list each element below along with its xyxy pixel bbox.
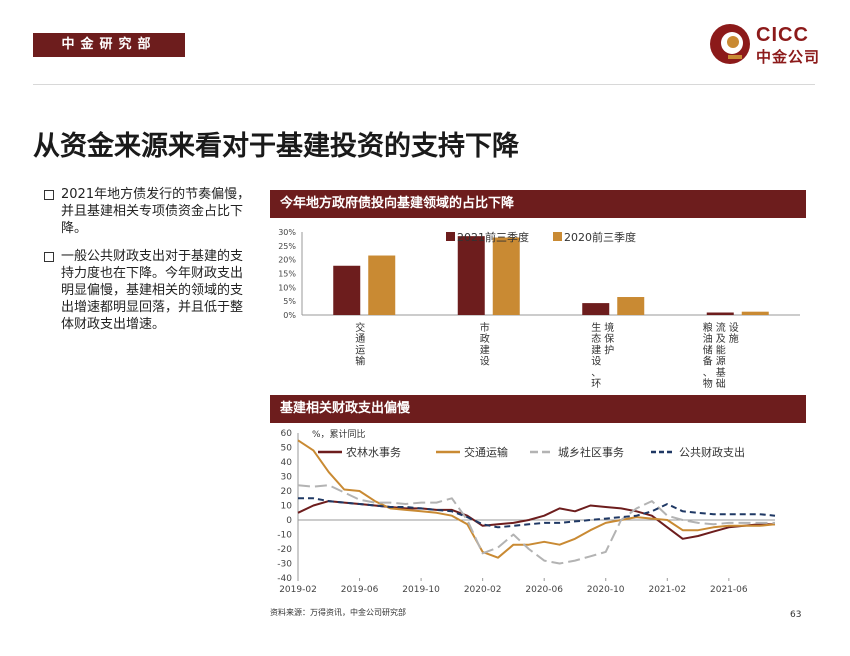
y-tick-label: 30 xyxy=(281,473,293,483)
legend-swatch xyxy=(553,232,562,241)
y-tick-label: 0 xyxy=(286,516,292,526)
series-line xyxy=(297,500,775,540)
x-tick-label: 2019-10 xyxy=(402,585,440,595)
bar-2021 xyxy=(333,265,361,315)
logo-text-en: CICC xyxy=(756,24,809,46)
y-tick-label: -20 xyxy=(277,545,292,555)
page-title: 从资金来源来看对于基建投资的支持下降 xyxy=(33,131,519,162)
bar-2020 xyxy=(741,311,769,315)
bar-chart-title: 今年地方政府债投向基建领域的占比下降 xyxy=(270,190,806,218)
bullet-text: 一般公共财政支出对于基建的支持力度也在下降。今年财政支出明显偏慢，基建相关的领域… xyxy=(61,249,244,332)
series-line xyxy=(297,439,776,559)
y-tick-label: 0% xyxy=(283,311,296,320)
legend-label: 2021前三季度 xyxy=(457,230,529,244)
y-tick-label: 50 xyxy=(281,444,293,454)
legend-swatch xyxy=(446,232,455,241)
y-tick-label: 10 xyxy=(281,502,293,512)
x-tick-label: 2020-10 xyxy=(587,585,625,595)
line-chart-title: 基建相关财政支出偏慢 xyxy=(270,395,806,423)
bullet-item: 2021年地方债发行的节奏偏慢，并且基建相关专项债资金占比下降。 xyxy=(44,186,254,237)
bar-2021 xyxy=(582,303,610,315)
y-tick-label: 20% xyxy=(278,256,296,265)
x-tick-label: 2021-02 xyxy=(648,585,686,595)
legend-label: 交通运输 xyxy=(464,445,508,459)
y-tick-label: 60 xyxy=(281,429,293,439)
category-label: 境保护 xyxy=(604,321,614,356)
header-divider xyxy=(33,84,815,85)
y-tick-label: 30% xyxy=(278,228,296,237)
x-tick-label: 2020-02 xyxy=(464,585,502,595)
bullet-list: 2021年地方债发行的节奏偏慢，并且基建相关专项债资金占比下降。 一般公共财政支… xyxy=(44,186,254,344)
source-note: 资料来源：万得资讯，中金公司研究部 xyxy=(270,608,406,617)
x-tick-label: 2021-06 xyxy=(710,585,748,595)
cicc-logo-icon xyxy=(710,24,750,64)
x-tick-label: 2019-02 xyxy=(279,585,317,595)
y-tick-label: 20 xyxy=(281,487,293,497)
bar-2020 xyxy=(617,297,645,315)
bar-2021 xyxy=(706,312,734,315)
category-label: 市政建设 xyxy=(480,321,490,368)
bar-2020 xyxy=(368,255,396,315)
y-tick-label: -40 xyxy=(277,574,292,584)
page-number: 63 xyxy=(790,610,802,620)
x-tick-label: 2020-06 xyxy=(525,585,563,595)
y-tick-label: 10% xyxy=(278,283,296,292)
y-tick-label: 40 xyxy=(281,458,293,468)
category-label: 交通运输 xyxy=(355,321,365,368)
y-tick-label: 5% xyxy=(283,297,296,306)
category-label: 生态建设、环 xyxy=(591,321,601,390)
category-label: 设施 xyxy=(729,322,739,345)
square-bullet-icon xyxy=(44,252,54,262)
bullet-text: 2021年地方债发行的节奏偏慢，并且基建相关专项债资金占比下降。 xyxy=(61,187,251,236)
y-tick-label: 15% xyxy=(278,270,296,279)
cicc-logo: CICC 中金公司 xyxy=(708,22,823,66)
department-tag: 中金研究部 xyxy=(33,33,185,57)
y-tick-label: 25% xyxy=(278,242,296,251)
category-label: 粮油储备、物 xyxy=(703,321,713,390)
bullet-item: 一般公共财政支出对于基建的支持力度也在下降。今年财政支出明显偏慢，基建相关的领域… xyxy=(44,248,254,333)
bar-2020 xyxy=(492,237,520,315)
y-tick-label: -30 xyxy=(277,560,292,570)
legend-label: 公共财政支出 xyxy=(679,445,745,459)
logo-text-cn: 中金公司 xyxy=(756,48,821,66)
bar-2021 xyxy=(457,236,485,315)
legend-label: 2020前三季度 xyxy=(564,230,636,244)
legend-label: 城乡社区事务 xyxy=(558,445,624,459)
legend-label: 农林水事务 xyxy=(346,445,401,459)
series-line xyxy=(297,484,775,565)
category-label: 流及能源基础 xyxy=(716,321,726,390)
x-tick-label: 2019-06 xyxy=(341,585,379,595)
square-bullet-icon xyxy=(44,190,54,200)
y-tick-label: -10 xyxy=(277,531,292,541)
series-line xyxy=(298,497,776,529)
y-axis-label: %，累计同比 xyxy=(312,428,366,440)
